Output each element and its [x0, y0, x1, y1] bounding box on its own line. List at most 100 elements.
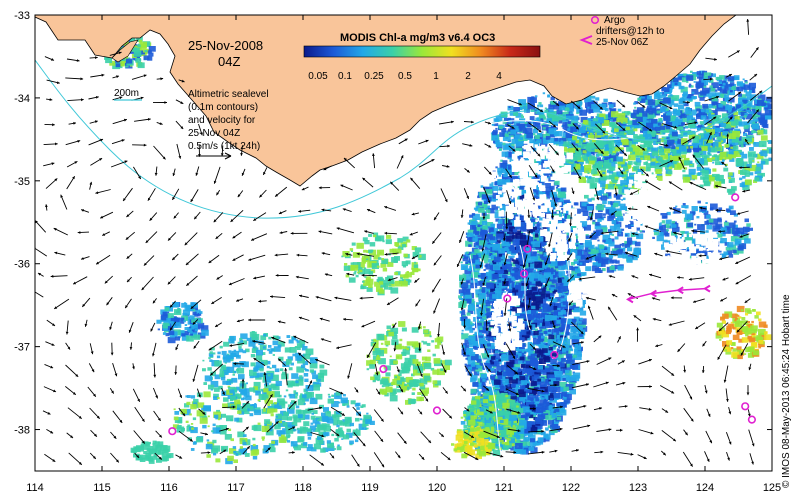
- velocity-arrow-head: [466, 408, 470, 412]
- velocity-arrow: [571, 383, 589, 389]
- velocity-arrow-head: [746, 19, 750, 22]
- velocity-arrow-head: [170, 327, 173, 331]
- velocity-arrow-head: [747, 413, 751, 417]
- velocity-arrow-head: [642, 147, 645, 151]
- velocity-arrow-head: [444, 199, 448, 203]
- velocity-arrow-head: [726, 133, 730, 137]
- velocity-arrow-head: [533, 367, 537, 370]
- velocity-arrow-head: [755, 47, 759, 51]
- velocity-arrow-head: [309, 380, 312, 384]
- velocity-arrow-head: [460, 281, 464, 285]
- x-tick-label: 120: [428, 482, 446, 494]
- x-tick-label: 125: [763, 482, 781, 494]
- velocity-arrow-head: [128, 329, 132, 333]
- velocity-arrow: [665, 250, 682, 255]
- velocity-arrow-head: [701, 370, 705, 373]
- velocity-arrow-head: [410, 177, 414, 181]
- velocity-arrow-head: [456, 263, 460, 267]
- velocity-arrow-head: [346, 272, 350, 276]
- velocity-arrow-head: [538, 129, 542, 133]
- y-tick-label: -37: [14, 342, 30, 354]
- velocity-arrow: [228, 278, 245, 286]
- velocity-arrow-head: [503, 313, 507, 316]
- velocity-arrow-head: [342, 208, 346, 211]
- velocity-arrow-head: [343, 317, 346, 321]
- velocity-arrow-head: [468, 373, 472, 377]
- velocity-arrow-head: [114, 373, 118, 377]
- velocity-arrow-head: [684, 432, 688, 436]
- credit-text: © IMOS 08-May-2013 06:45:24 Hobart time: [781, 294, 792, 488]
- velocity-arrow-head: [74, 161, 78, 164]
- velocity-arrow-head: [460, 307, 464, 311]
- velocity-arrow-head: [480, 312, 483, 316]
- velocity-arrow-head: [599, 174, 603, 178]
- velocity-arrow: [145, 231, 158, 244]
- velocity-arrow-head: [142, 440, 145, 444]
- velocity-arrow-head: [100, 138, 103, 142]
- velocity-arrow-head: [269, 394, 273, 398]
- velocity-arrow: [65, 77, 84, 80]
- legend-line-4: 25-Nov 04Z: [188, 128, 240, 139]
- velocity-arrow-head: [608, 306, 611, 310]
- velocity-arrow-head: [193, 345, 197, 349]
- velocity-arrow-head: [73, 121, 76, 125]
- drifter-segment: [627, 292, 652, 301]
- velocity-arrow-head: [198, 154, 201, 157]
- velocity-arrow-head: [627, 293, 631, 296]
- velocity-arrow-head: [517, 411, 521, 414]
- velocity-arrow-head: [466, 196, 469, 199]
- velocity-arrow-head: [622, 127, 626, 131]
- velocity-arrow-head: [600, 231, 604, 235]
- velocity-arrow: [263, 394, 273, 409]
- velocity-arrow-head: [205, 432, 208, 436]
- velocity-arrow-head: [152, 300, 156, 304]
- velocity-arrow: [483, 430, 500, 439]
- velocity-arrow-head: [611, 294, 615, 297]
- velocity-arrow-head: [623, 153, 627, 156]
- velocity-arrow-head: [403, 440, 407, 444]
- velocity-arrow-head: [49, 98, 53, 101]
- velocity-arrow-head: [482, 282, 486, 286]
- velocity-arrow-head: [528, 325, 532, 329]
- velocity-arrow-head: [154, 172, 158, 176]
- velocity-arrow-head: [482, 216, 486, 220]
- velocity-arrow-head: [38, 273, 41, 276]
- velocity-arrow-head: [625, 251, 628, 255]
- velocity-arrow-head: [575, 148, 579, 152]
- velocity-arrow: [747, 109, 760, 124]
- velocity-arrow-head: [736, 212, 740, 215]
- velocity-arrow-head: [96, 415, 100, 419]
- velocity-arrow-head: [715, 208, 719, 212]
- velocity-arrow-head: [727, 457, 730, 461]
- velocity-arrow-head: [347, 375, 350, 379]
- velocity-arrow-head: [722, 277, 726, 281]
- velocity-arrow-head: [585, 296, 589, 300]
- velocity-arrow-head: [586, 360, 590, 363]
- velocity-arrow-head: [72, 392, 76, 395]
- velocity-arrow-head: [215, 324, 218, 327]
- velocity-arrow: [505, 343, 516, 360]
- velocity-arrow-head: [230, 219, 234, 222]
- velocity-arrow-head: [78, 415, 82, 419]
- velocity-arrow-head: [554, 383, 558, 387]
- velocity-arrow-head: [45, 204, 48, 208]
- velocity-arrow-head: [668, 323, 672, 326]
- velocity-arrow-head: [277, 320, 281, 324]
- velocity-arrow-head: [665, 143, 669, 147]
- velocity-arrow: [527, 451, 545, 455]
- velocity-arrow-head: [252, 340, 256, 343]
- velocity-arrow-head: [82, 303, 86, 307]
- velocity-arrow-head: [216, 276, 220, 280]
- velocity-arrow-head: [190, 199, 194, 202]
- velocity-arrow-head: [301, 187, 305, 191]
- drifter-chevron: [676, 286, 684, 295]
- velocity-arrow-head: [419, 411, 423, 415]
- velocity-arrow-head: [459, 239, 462, 243]
- velocity-arrow-head: [443, 369, 447, 373]
- velocity-arrow-head: [411, 212, 415, 216]
- velocity-arrow-head: [195, 172, 199, 176]
- velocity-arrow-head: [662, 452, 666, 456]
- colorbar-label: 4: [496, 71, 502, 82]
- velocity-arrow-head: [60, 194, 63, 198]
- velocity-arrow-head: [738, 166, 742, 169]
